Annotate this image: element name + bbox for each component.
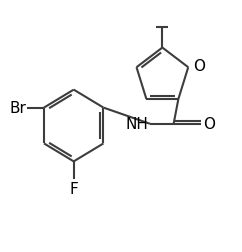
Text: F: F xyxy=(69,181,78,196)
Text: Br: Br xyxy=(9,101,26,116)
Text: NH: NH xyxy=(126,117,149,132)
Text: O: O xyxy=(193,59,205,74)
Text: O: O xyxy=(203,117,215,132)
